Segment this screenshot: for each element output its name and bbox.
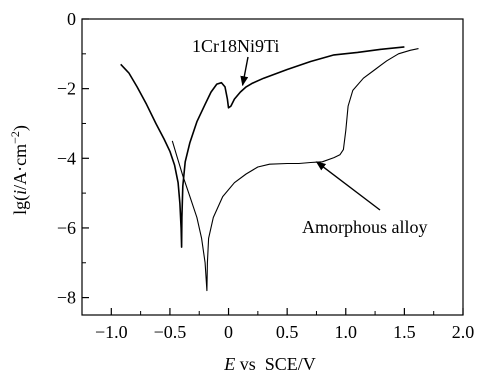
y-axis-title: lg(i/A·cm−2)	[8, 125, 31, 215]
series-line-1cr18ni9ti	[120, 46, 405, 248]
x-axis-title: E vs SCE/V	[223, 354, 316, 374]
annotation-arrow-1cr18ni9ti	[240, 56, 249, 87]
x-tick-label: 2.0	[452, 322, 475, 342]
annotation-label-amorphous-alloy: Amorphous alloy	[302, 217, 428, 237]
plot-frame	[81, 18, 464, 316]
x-tick-label: 1.0	[335, 322, 358, 342]
y-tick-label: −2	[57, 79, 76, 99]
series-line-amorphous-alloy	[171, 48, 419, 292]
x-tick-label: −0.5	[154, 322, 187, 342]
annotation-label-1cr18ni9ti: 1Cr18Ni9Ti	[192, 36, 279, 56]
annotation-arrow-amorphous-alloy	[315, 161, 381, 211]
series-layer	[120, 46, 419, 292]
y-tick-label: −6	[57, 218, 76, 238]
y-tick-label: 0	[67, 9, 76, 29]
y-tick-label: −8	[57, 288, 76, 308]
x-tick-label: 1.5	[393, 322, 416, 342]
x-axis-ticks: −1.0 −0.5 0 0.5 1.0 1.5 2.0	[81, 308, 475, 342]
x-tick-label: 0	[224, 322, 233, 342]
y-axis-ticks: 0 −2 −4 −6 −8	[57, 9, 89, 308]
x-tick-label: 0.5	[276, 322, 299, 342]
x-tick-label: −1.0	[95, 322, 128, 342]
y-tick-label: −4	[57, 148, 76, 168]
